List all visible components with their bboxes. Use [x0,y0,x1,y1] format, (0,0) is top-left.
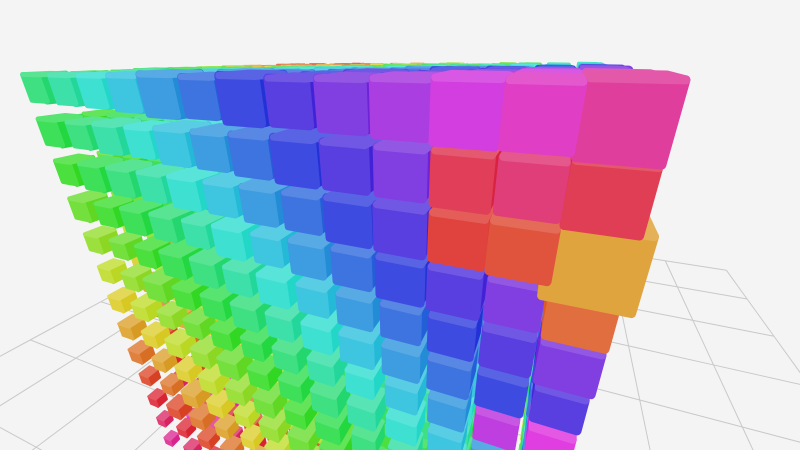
3d-viewport[interactable] [0,0,800,450]
cube-field-canvas[interactable] [0,0,800,450]
